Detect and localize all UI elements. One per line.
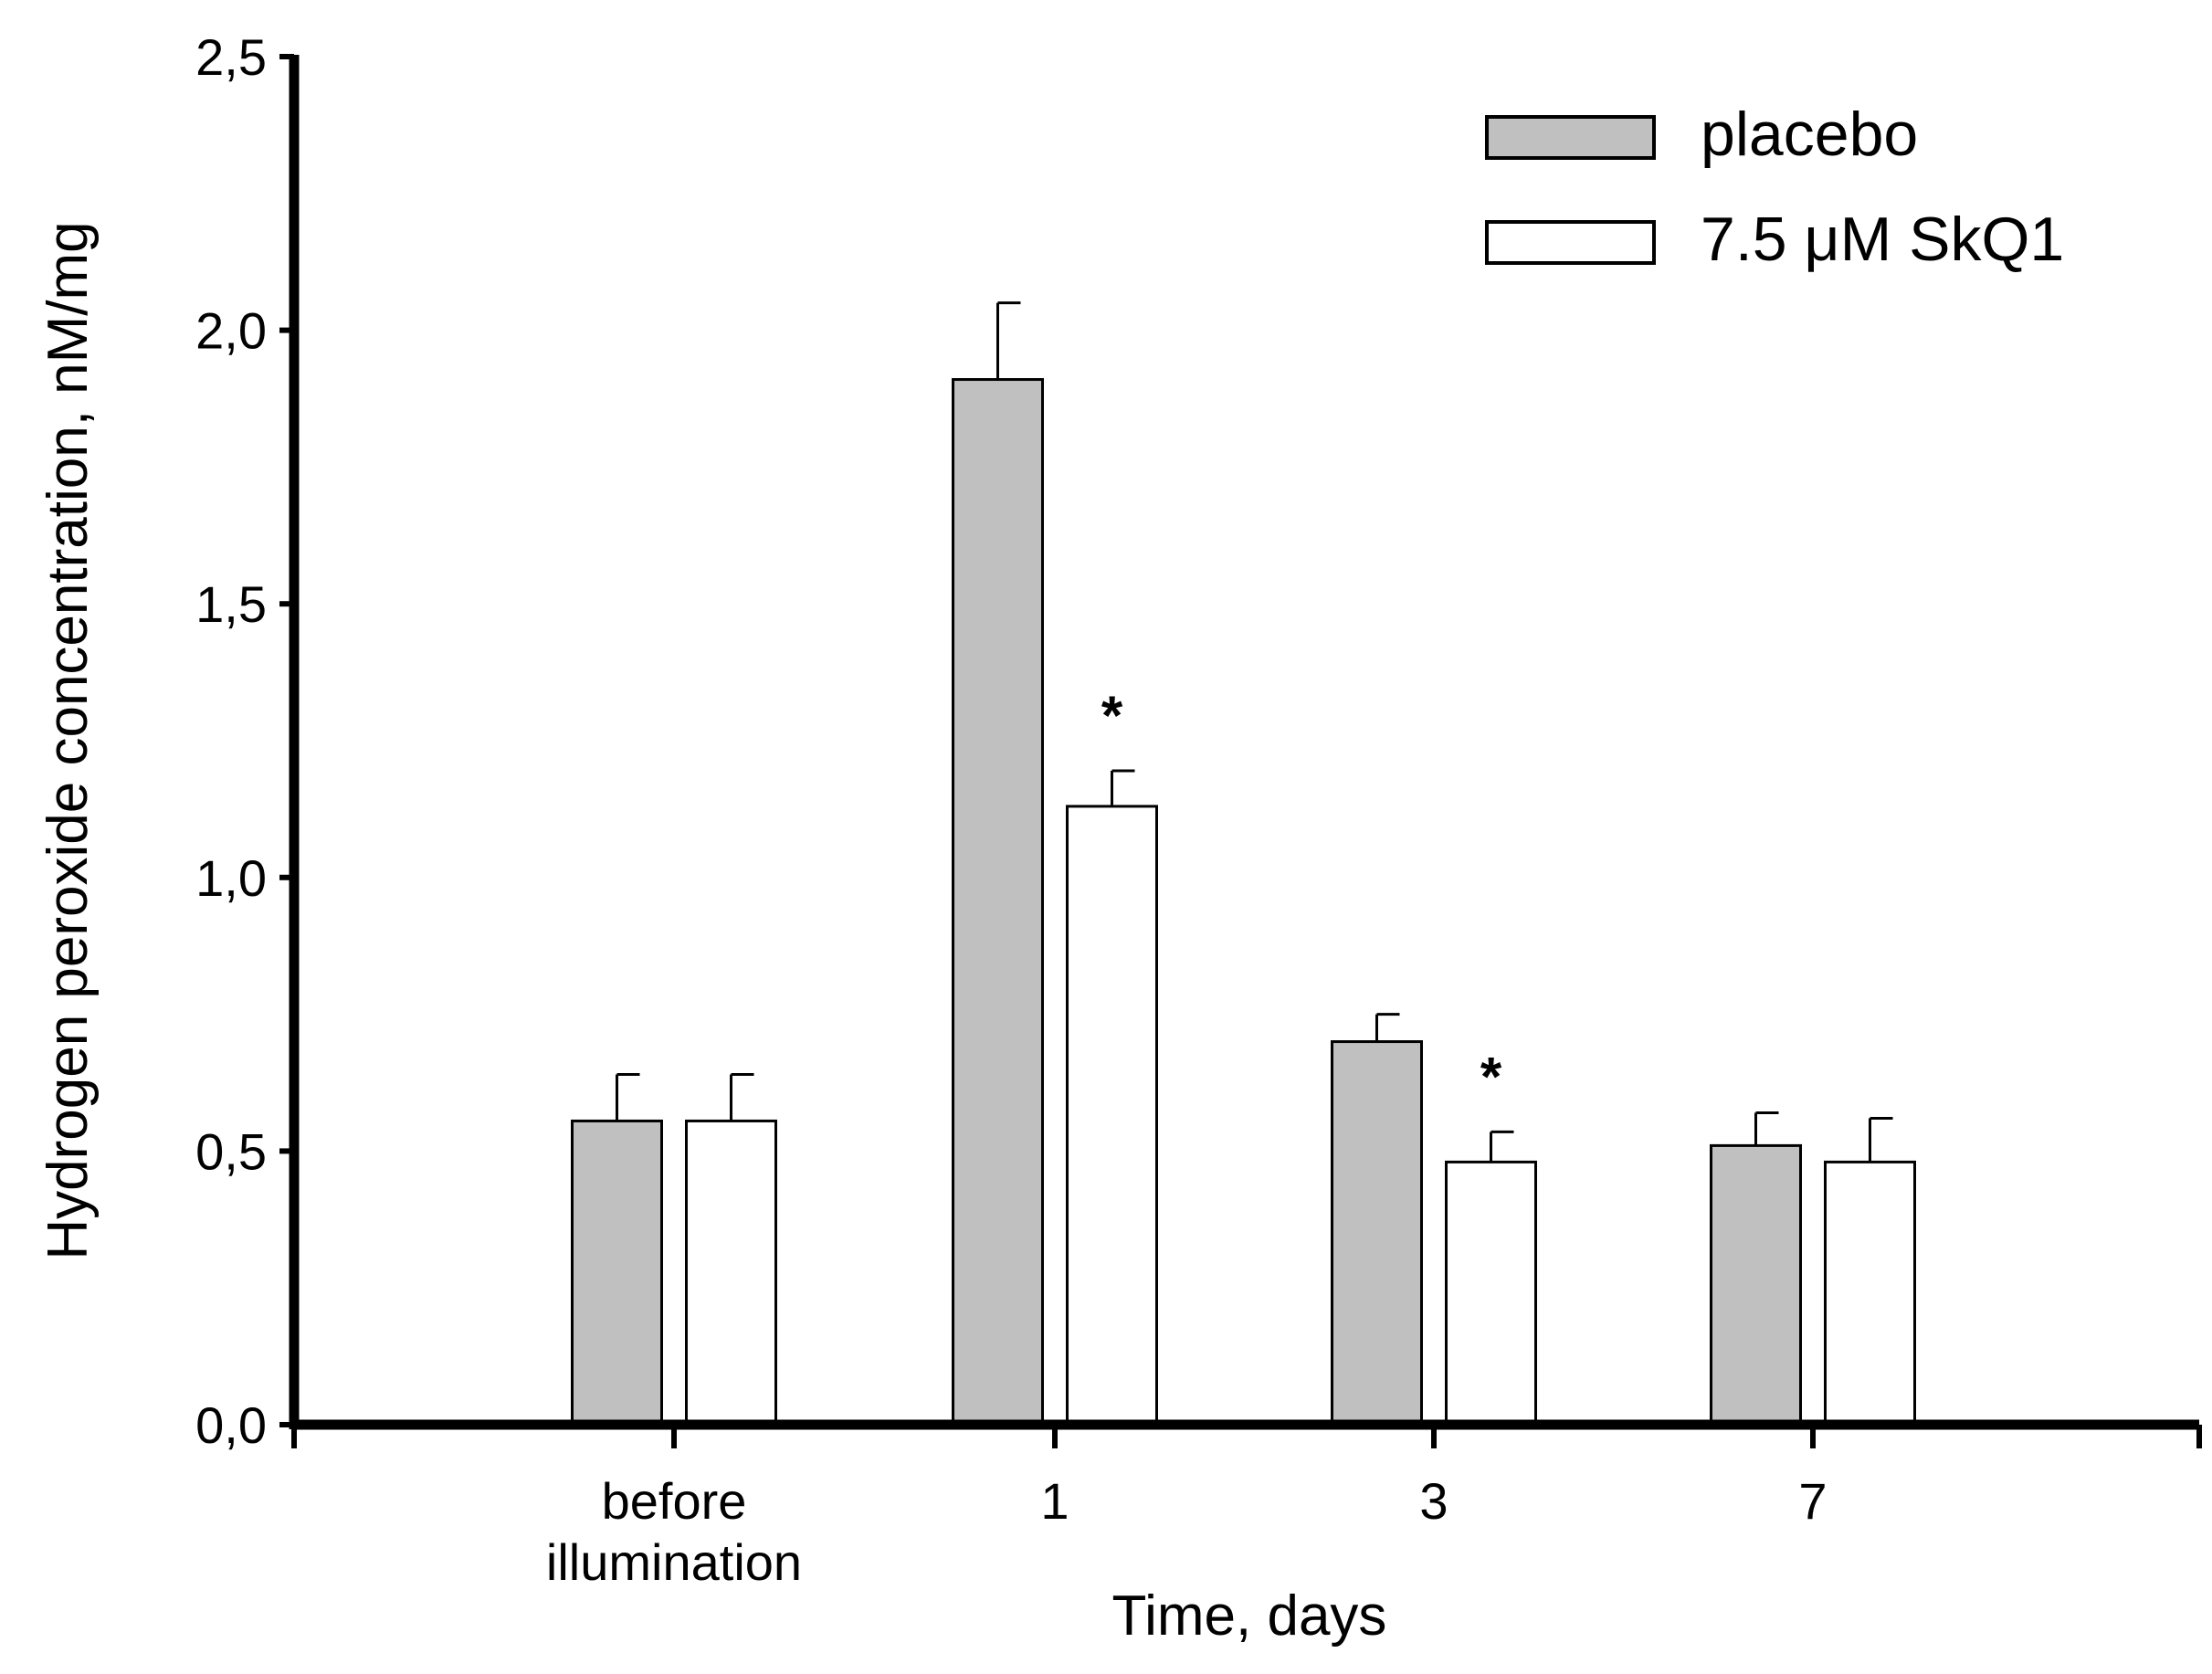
bar-placebo-1	[952, 378, 1044, 1427]
x-tick-label: 7	[1798, 1472, 1827, 1530]
legend-swatch-placebo	[1485, 115, 1656, 160]
bar-placebo-3	[1710, 1143, 1802, 1427]
x-tick-label-line: 7	[1798, 1472, 1827, 1530]
legend-label-placebo: placebo	[1701, 100, 1918, 169]
bar-placebo-2	[1331, 1040, 1423, 1427]
y-tick-label: 1,5	[195, 575, 267, 633]
x-tick-label-line: 1	[1040, 1472, 1069, 1530]
x-tick-label: 1	[1040, 1472, 1069, 1530]
y-tick-label: 0,5	[195, 1122, 267, 1180]
x-tick-label-line: 3	[1419, 1472, 1448, 1530]
axes: 0,0 0,5 1,0 1,5 2,0 2,5 before illumination 1 3 7	[195, 28, 2202, 1591]
y-tick-label: 2,0	[195, 302, 267, 360]
bar-skq1-1	[1066, 805, 1158, 1427]
y-tick-label: 2,5	[195, 28, 267, 86]
significance-marker: *	[1101, 685, 1123, 746]
x-axis-title: Time, days	[1112, 1585, 1387, 1648]
legend: placebo 7.5 μM SkQ1	[1485, 100, 2064, 274]
plot-area: **	[571, 301, 1916, 1427]
significance-marker: *	[1480, 1046, 1502, 1107]
y-tick-label: 0,0	[195, 1396, 267, 1454]
x-tick-label-line: illumination	[546, 1533, 802, 1591]
legend-swatch-skq1	[1485, 220, 1656, 265]
y-axis-title: Hydrogen peroxide concentration, nM/mg	[37, 221, 100, 1259]
x-tick-label: before illumination	[546, 1472, 802, 1591]
bar-skq1-2	[1445, 1160, 1537, 1427]
y-tick-label: 1,0	[195, 849, 267, 907]
bar-placebo-0	[571, 1119, 663, 1427]
x-tick-label-line: before	[602, 1472, 747, 1530]
x-tick-label: 3	[1419, 1472, 1448, 1530]
legend-label-skq1: 7.5 μM SkQ1	[1701, 205, 2064, 274]
bar-skq1-0	[685, 1119, 777, 1427]
bar-skq1-3	[1824, 1160, 1916, 1427]
